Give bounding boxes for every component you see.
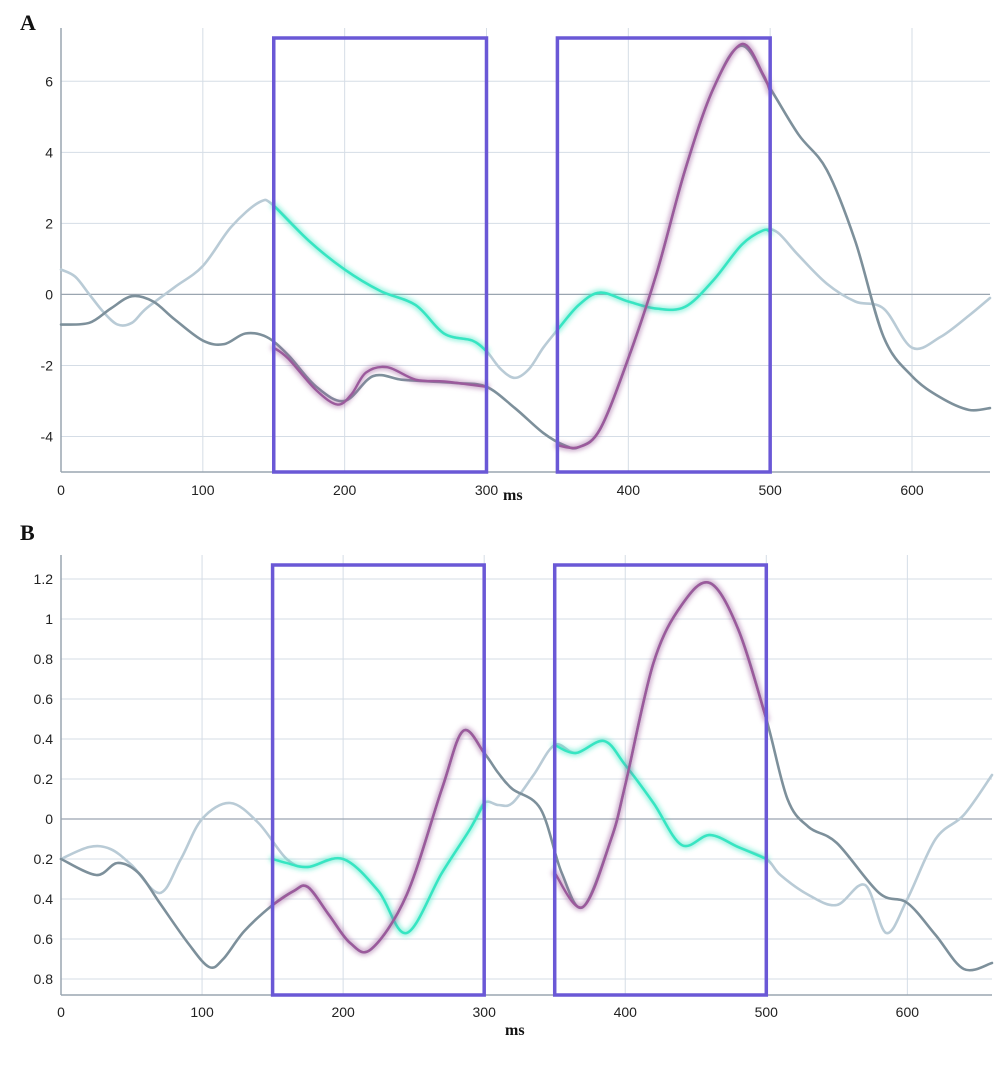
panel-a-y-tick-label: 4 — [45, 144, 53, 160]
panel-b-y-tick-label: 1.2 — [34, 571, 54, 587]
panel-a-y-tick-label: 2 — [45, 215, 53, 231]
panel-a-grid — [61, 28, 990, 472]
panel-a-x-tick-label: 200 — [333, 482, 357, 498]
panel-a-label: A — [20, 10, 36, 35]
panel-b-series-teal-highlight-line — [271, 801, 486, 935]
panel-b-series-purple-highlight-line — [271, 728, 486, 954]
panel-a-x-tick-label: 600 — [900, 482, 924, 498]
panel-b-chart: 0 100 200 300 400 500 600 1.2 1 0.8 0.6 0.4 0.2 0 0.2 0… — [34, 555, 994, 1020]
panel-b-y-tick-label: 0.8 — [34, 971, 54, 987]
panel-a-x-axis-label: ms — [503, 487, 523, 504]
panel-a-y-tick-label: -4 — [41, 428, 54, 444]
panel-b-y-tick-label: 0 — [45, 811, 53, 827]
panel-b-y-tick-label: 0.6 — [34, 691, 54, 707]
panel-a-series-light-gray-line — [59, 198, 992, 380]
panel-a-y-tick-label: 0 — [45, 286, 53, 302]
panel-a-series-purple-highlight-line — [272, 346, 488, 406]
panel-b-x-tick-label: 300 — [473, 1004, 497, 1020]
panel-b-window-box-2 — [552, 563, 769, 997]
panel-a-series-teal-highlight-line — [556, 228, 772, 332]
panel-b-series-purple-highlight-line — [553, 581, 768, 909]
panel-a-window-box-2 — [555, 36, 772, 474]
panel-b-x-axis-label: ms — [505, 1022, 525, 1039]
panel-b-series-dark-gray-line — [59, 580, 994, 972]
panel-a-x-tick-label: 300 — [475, 482, 499, 498]
panel-b: B 0 100 200 300 400 500 600 1.2 1 0.8 0.6 0.4 0.2 0 0.… — [0, 520, 1000, 1065]
panel-b-y-tick-label: 1 — [45, 611, 53, 627]
panel-b-series-teal-highlight-line — [553, 739, 768, 861]
panel-a-series-teal-highlight-line — [272, 204, 488, 353]
panel-b-x-tick-label: 400 — [614, 1004, 638, 1020]
panel-b-x-tick-label: 200 — [331, 1004, 355, 1020]
panel-b-y-tick-label: 0.2 — [34, 851, 54, 867]
panel-b-x-tick-label: 0 — [57, 1004, 65, 1020]
panel-b-series-purple-highlight-line-glow — [269, 726, 488, 956]
panel-b-series-light-gray-line — [59, 739, 994, 935]
panel-b-y-tick-label: 0.8 — [34, 651, 54, 667]
panel-a: A 0 100 200 300 400 500 600 6 4 2 0 -2 -4 ms — [0, 0, 1000, 530]
panel-a-x-tick-label: 500 — [758, 482, 782, 498]
panel-b-x-tick-label: 500 — [755, 1004, 779, 1020]
panel-a-chart: 0 100 200 300 400 500 600 6 4 2 0 -2 -4 — [41, 28, 992, 498]
panel-a-series-teal-highlight-line-glow — [270, 202, 490, 355]
panel-b-grid — [61, 555, 992, 995]
panel-b-series-teal-highlight-line-glow — [551, 737, 770, 863]
panel-a-x-tick-label: 400 — [617, 482, 641, 498]
panel-a-series-purple-highlight-line — [556, 42, 772, 450]
panel-b-y-tick-label: 0.4 — [34, 891, 54, 907]
panel-a-series-dark-gray-line — [59, 44, 992, 450]
panel-b-x-tick-label: 600 — [896, 1004, 920, 1020]
panel-a-y-tick-label: 6 — [45, 73, 53, 89]
panel-a-y-tick-label: -2 — [41, 357, 54, 373]
panel-a-window-box-1 — [271, 36, 489, 474]
panel-b-y-tick-label: 0.6 — [34, 931, 54, 947]
panel-b-y-tick-label: 0.4 — [34, 731, 54, 747]
panel-a-x-tick-label: 100 — [191, 482, 215, 498]
panel-b-x-tick-label: 100 — [190, 1004, 214, 1020]
panel-b-label: B — [20, 520, 35, 545]
panel-b-y-tick-label: 0.2 — [34, 771, 54, 787]
panel-b-window-box-1 — [270, 563, 486, 997]
panel-a-x-tick-label: 0 — [57, 482, 65, 498]
